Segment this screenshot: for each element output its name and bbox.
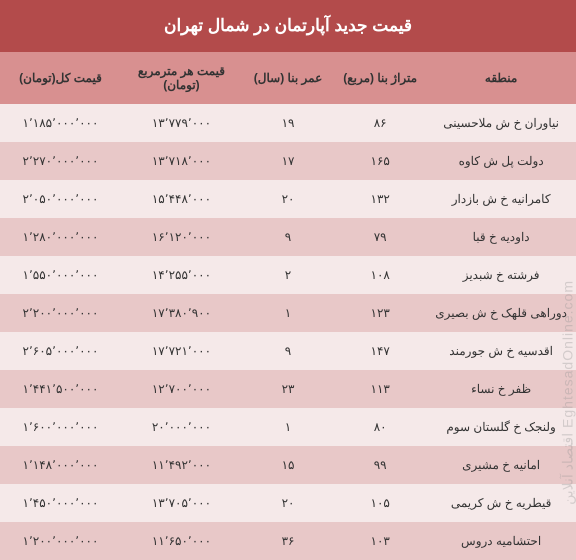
table-title: قیمت جدید آپارتمان در شمال تهران	[0, 0, 576, 52]
cell-area: ۱۴۷	[334, 332, 426, 370]
cell-area: ۱۱۳	[334, 370, 426, 408]
cell-age: ۱	[242, 294, 334, 332]
table-row: اقدسیه خ ش جورمند۱۴۷۹۱۷٬۷۲۱٬۰۰۰۲٬۶۰۵٬۰۰۰…	[0, 332, 576, 370]
cell-age: ۲۳	[242, 370, 334, 408]
cell-age: ۱۷	[242, 142, 334, 180]
cell-age: ۲	[242, 256, 334, 294]
col-age: عمر بنا (سال)	[242, 52, 334, 104]
table-row: دوراهی قلهک خ ش بصیری۱۲۳۱۱۷٬۳۸۰٬۹۰۰۲٬۲۰۰…	[0, 294, 576, 332]
cell-total_price: ۱٬۶۰۰٬۰۰۰٬۰۰۰	[0, 408, 121, 446]
cell-price_per_sqm: ۱۲٬۷۰۰٬۰۰۰	[121, 370, 242, 408]
cell-area: ۸۰	[334, 408, 426, 446]
cell-age: ۱	[242, 408, 334, 446]
cell-price_per_sqm: ۱۱٬۴۹۲٬۰۰۰	[121, 446, 242, 484]
table-row: امانیه خ مشیری۹۹۱۵۱۱٬۴۹۲٬۰۰۰۱٬۱۴۸٬۰۰۰٬۰۰…	[0, 446, 576, 484]
cell-area: ۸۶	[334, 104, 426, 142]
cell-region: امانیه خ مشیری	[426, 446, 576, 484]
table-row: ولنجک خ گلستان سوم۸۰۱۲۰٬۰۰۰٬۰۰۰۱٬۶۰۰٬۰۰۰…	[0, 408, 576, 446]
cell-total_price: ۱٬۱۴۸٬۰۰۰٬۰۰۰	[0, 446, 121, 484]
cell-area: ۱۰۸	[334, 256, 426, 294]
cell-price_per_sqm: ۱۳٬۷۷۹٬۰۰۰	[121, 104, 242, 142]
cell-age: ۳۶	[242, 522, 334, 560]
col-total-price: قیمت کل(تومان)	[0, 52, 121, 104]
table-row: کامرانیه خ ش بازدار۱۳۲۲۰۱۵٬۴۴۸٬۰۰۰۲٬۰۵۰٬…	[0, 180, 576, 218]
cell-total_price: ۱٬۱۸۵٬۰۰۰٬۰۰۰	[0, 104, 121, 142]
table-row: نیاوران خ ش ملاحسینی۸۶۱۹۱۳٬۷۷۹٬۰۰۰۱٬۱۸۵٬…	[0, 104, 576, 142]
cell-price_per_sqm: ۱۷٬۳۸۰٬۹۰۰	[121, 294, 242, 332]
cell-region: ولنجک خ گلستان سوم	[426, 408, 576, 446]
price-table: منطقه متراژ بنا (مربع) عمر بنا (سال) قیم…	[0, 52, 576, 560]
cell-age: ۲۰	[242, 180, 334, 218]
cell-age: ۲۰	[242, 484, 334, 522]
cell-total_price: ۱٬۲۸۰٬۰۰۰٬۰۰۰	[0, 218, 121, 256]
cell-total_price: ۲٬۶۰۵٬۰۰۰٬۰۰۰	[0, 332, 121, 370]
col-area: متراژ بنا (مربع)	[334, 52, 426, 104]
cell-total_price: ۱٬۴۵۰٬۰۰۰٬۰۰۰	[0, 484, 121, 522]
cell-region: کامرانیه خ ش بازدار	[426, 180, 576, 218]
cell-price_per_sqm: ۱۴٬۲۵۵٬۰۰۰	[121, 256, 242, 294]
table-row: ظفر خ نساء۱۱۳۲۳۱۲٬۷۰۰٬۰۰۰۱٬۴۴۱٬۵۰۰٬۰۰۰	[0, 370, 576, 408]
cell-age: ۱۵	[242, 446, 334, 484]
table-container: قیمت جدید آپارتمان در شمال تهران منطقه م…	[0, 0, 576, 560]
cell-price_per_sqm: ۲۰٬۰۰۰٬۰۰۰	[121, 408, 242, 446]
cell-total_price: ۱٬۵۵۰٬۰۰۰٬۰۰۰	[0, 256, 121, 294]
cell-price_per_sqm: ۱۵٬۴۴۸٬۰۰۰	[121, 180, 242, 218]
cell-price_per_sqm: ۱۷٬۷۲۱٬۰۰۰	[121, 332, 242, 370]
cell-age: ۹	[242, 218, 334, 256]
cell-region: داودیه خ قبا	[426, 218, 576, 256]
cell-total_price: ۲٬۲۷۰٬۰۰۰٬۰۰۰	[0, 142, 121, 180]
table-body: نیاوران خ ش ملاحسینی۸۶۱۹۱۳٬۷۷۹٬۰۰۰۱٬۱۸۵٬…	[0, 104, 576, 560]
table-row: فرشته خ شبدیز۱۰۸۲۱۴٬۲۵۵٬۰۰۰۱٬۵۵۰٬۰۰۰٬۰۰۰	[0, 256, 576, 294]
cell-area: ۱۳۲	[334, 180, 426, 218]
cell-area: ۱۲۳	[334, 294, 426, 332]
cell-area: ۷۹	[334, 218, 426, 256]
table-row: دولت پل ش کاوه۱۶۵۱۷۱۳٬۷۱۸٬۰۰۰۲٬۲۷۰٬۰۰۰٬۰…	[0, 142, 576, 180]
cell-area: ۱۰۵	[334, 484, 426, 522]
cell-total_price: ۲٬۲۰۰٬۰۰۰٬۰۰۰	[0, 294, 121, 332]
cell-region: ظفر خ نساء	[426, 370, 576, 408]
col-region: منطقه	[426, 52, 576, 104]
cell-region: قیطریه خ ش کریمی	[426, 484, 576, 522]
cell-total_price: ۱٬۲۰۰٬۰۰۰٬۰۰۰	[0, 522, 121, 560]
cell-area: ۹۹	[334, 446, 426, 484]
cell-age: ۱۹	[242, 104, 334, 142]
cell-price_per_sqm: ۱۳٬۷۱۸٬۰۰۰	[121, 142, 242, 180]
cell-region: نیاوران خ ش ملاحسینی	[426, 104, 576, 142]
col-price-per-sqm: قیمت هر مترمربع (تومان)	[121, 52, 242, 104]
cell-area: ۱۶۵	[334, 142, 426, 180]
table-row: قیطریه خ ش کریمی۱۰۵۲۰۱۳٬۷۰۵٬۰۰۰۱٬۴۵۰٬۰۰۰…	[0, 484, 576, 522]
cell-region: فرشته خ شبدیز	[426, 256, 576, 294]
cell-region: اقدسیه خ ش جورمند	[426, 332, 576, 370]
cell-age: ۹	[242, 332, 334, 370]
cell-region: دوراهی قلهک خ ش بصیری	[426, 294, 576, 332]
table-row: احتشامیه دروس۱۰۳۳۶۱۱٬۶۵۰٬۰۰۰۱٬۲۰۰٬۰۰۰٬۰۰…	[0, 522, 576, 560]
cell-region: احتشامیه دروس	[426, 522, 576, 560]
cell-total_price: ۲٬۰۵۰٬۰۰۰٬۰۰۰	[0, 180, 121, 218]
cell-region: دولت پل ش کاوه	[426, 142, 576, 180]
header-row: منطقه متراژ بنا (مربع) عمر بنا (سال) قیم…	[0, 52, 576, 104]
table-row: داودیه خ قبا۷۹۹۱۶٬۱۲۰٬۰۰۰۱٬۲۸۰٬۰۰۰٬۰۰۰	[0, 218, 576, 256]
cell-area: ۱۰۳	[334, 522, 426, 560]
cell-total_price: ۱٬۴۴۱٬۵۰۰٬۰۰۰	[0, 370, 121, 408]
cell-price_per_sqm: ۱۱٬۶۵۰٬۰۰۰	[121, 522, 242, 560]
cell-price_per_sqm: ۱۶٬۱۲۰٬۰۰۰	[121, 218, 242, 256]
cell-price_per_sqm: ۱۳٬۷۰۵٬۰۰۰	[121, 484, 242, 522]
